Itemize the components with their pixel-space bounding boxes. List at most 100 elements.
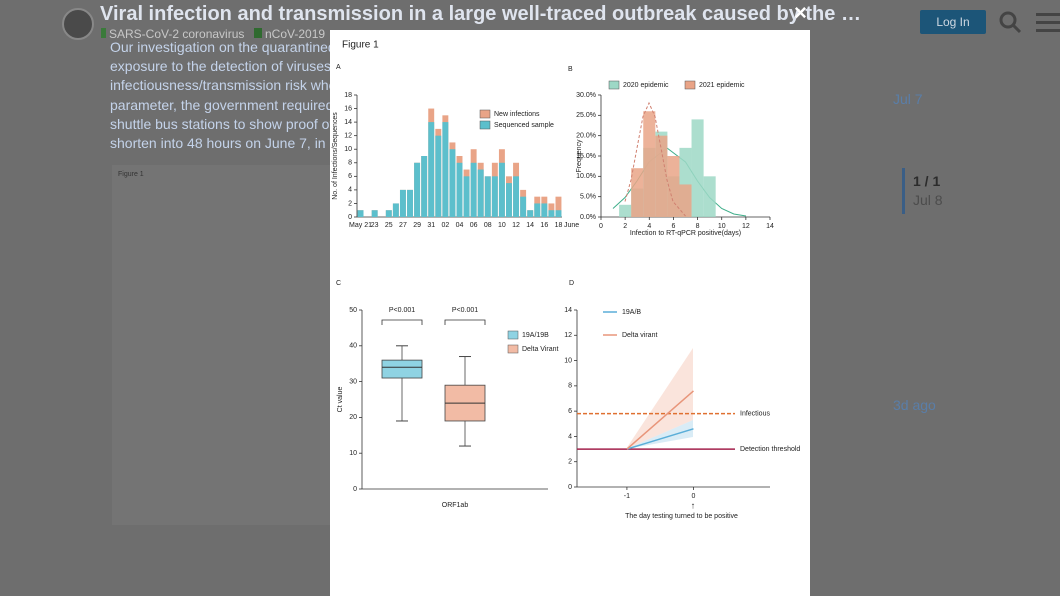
timeline-end[interactable]: 3d ago: [893, 397, 936, 413]
logo[interactable]: [62, 8, 94, 40]
y-tick-label: 6: [348, 173, 352, 180]
x-tick-label: 23: [371, 222, 379, 229]
y-tick-label: 25.0%: [576, 112, 596, 119]
x-tick-label: 14: [526, 222, 534, 229]
hist-bar: [679, 184, 692, 217]
bracket: [381, 319, 423, 325]
tag-color: [254, 28, 262, 38]
timeline-start[interactable]: Jul 7: [893, 91, 923, 107]
panel-label: B: [568, 66, 573, 73]
bar: [407, 189, 413, 217]
y-axis-label: No. of Infections/Sequences: [332, 112, 339, 200]
y-tick-label: 16: [344, 105, 352, 112]
post-line: shorten into 48 hours on June 7, in c: [110, 135, 337, 152]
bar: [470, 162, 477, 217]
x-tick-label: 10: [718, 223, 726, 230]
post-line: parameter, the government required: [110, 96, 334, 113]
bar: [534, 203, 541, 217]
timeline-position[interactable]: 1 / 1: [913, 173, 941, 189]
y-tick-label: 10: [349, 450, 357, 457]
threshold-label: Infectious: [740, 411, 770, 418]
tag[interactable]: SARS-CoV-2 coronavirus: [101, 27, 244, 41]
bar: [428, 122, 435, 217]
x-tick-label: 02: [441, 222, 449, 229]
x-tick-label: May 21: [349, 222, 372, 229]
bar: [555, 196, 562, 217]
bar: [484, 176, 491, 217]
topic-title[interactable]: Viral infection and transmission in a la…: [100, 3, 861, 25]
x-tick-label: 27: [399, 222, 407, 229]
y-tick-label: 0: [348, 214, 352, 221]
legend-label: 19A/B: [622, 309, 641, 316]
bar: [456, 162, 463, 217]
x-tick-label: 2: [623, 223, 627, 230]
box: [381, 359, 423, 379]
hist-bar: [643, 111, 656, 217]
bar: [463, 176, 470, 217]
y-tick-label: 10: [344, 146, 352, 153]
bar: [541, 203, 548, 217]
y-tick-label: 20: [349, 414, 357, 421]
legend-label: Delta Virant: [522, 346, 559, 353]
menu-icon[interactable]: [1036, 12, 1060, 32]
y-tick-label: 0.0%: [580, 214, 596, 221]
bar: [548, 210, 555, 217]
post-image[interactable]: Figure 1: [112, 165, 330, 525]
x-tick-label: 16: [540, 222, 548, 229]
bar: [449, 149, 456, 217]
x-tick-label: 12: [742, 223, 750, 230]
x-tick-label: 29: [413, 222, 421, 229]
bar: [399, 189, 406, 217]
y-tick-label: 30: [349, 378, 357, 385]
y-tick-label: 8: [348, 160, 352, 167]
bar: [435, 135, 442, 217]
close-button[interactable]: ×: [794, 0, 807, 25]
legend-label: 2021 epidemic: [699, 82, 745, 89]
x-tick-label: 12: [512, 222, 520, 229]
legend-swatch: [479, 120, 491, 130]
panel-label: C: [336, 280, 341, 287]
panel-label: A: [336, 64, 341, 71]
hist-bar: [631, 168, 644, 217]
bar: [392, 203, 399, 217]
x-tick-label: 4: [647, 223, 651, 230]
y-tick-label: 40: [349, 343, 357, 350]
x-tick-label: 31: [427, 222, 435, 229]
x-axis-label: ORF1ab: [442, 502, 469, 509]
y-axis-label: Ct value: [337, 387, 344, 413]
bar: [527, 210, 534, 217]
figure-caption: Figure 1: [342, 40, 379, 51]
y-tick-label: 20.0%: [576, 133, 596, 140]
post-line: shuttle bus stations to show proof of: [110, 115, 334, 132]
x-tick-label: 6: [671, 223, 675, 230]
login-label: Log In: [936, 15, 970, 29]
y-tick-label: 50: [349, 307, 357, 314]
legend-label: 19A/19B: [522, 332, 549, 339]
x-tick-label: 8: [696, 223, 700, 230]
bar: [513, 176, 520, 217]
legend-label: 2020 epidemic: [623, 82, 669, 89]
line: [626, 428, 694, 450]
x-tick-label: -1: [624, 493, 630, 500]
x-tick-label: 08: [484, 222, 492, 229]
hist-bar: [619, 204, 632, 217]
tag[interactable]: nCoV-2019: [254, 27, 325, 41]
bar: [371, 210, 378, 217]
bar: [414, 162, 421, 217]
login-button[interactable]: Log In: [920, 10, 986, 34]
y-tick-label: 4: [348, 187, 352, 194]
search-icon[interactable]: [998, 10, 1022, 34]
line: [626, 390, 694, 450]
bar: [498, 162, 505, 217]
y-tick-label: 6: [568, 408, 572, 415]
post-body: Our investigation on the quarantined exp…: [110, 38, 336, 153]
x-tick-label: 06: [470, 222, 478, 229]
y-tick-label: 10.0%: [576, 173, 596, 180]
y-tick-label: 8: [568, 383, 572, 390]
legend-label: Sequenced sample: [494, 122, 554, 129]
bar: [555, 210, 562, 217]
hist-bar: [691, 119, 704, 217]
x-tick-label: 04: [456, 222, 464, 229]
timeline-track: [902, 168, 905, 214]
